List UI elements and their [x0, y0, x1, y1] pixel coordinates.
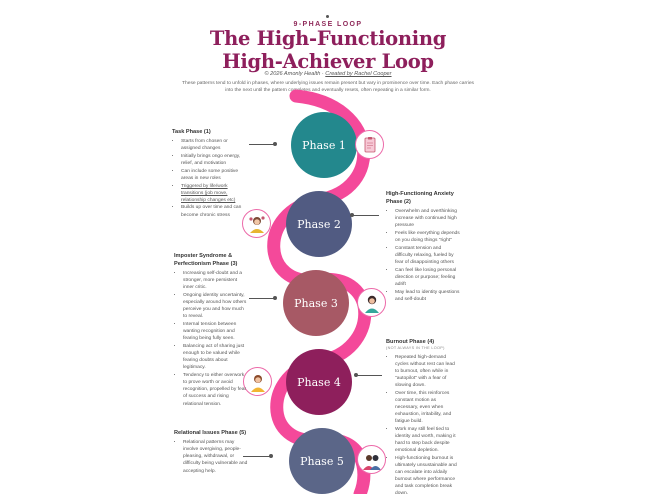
block-title: High-Functioning Anxiety Phase (2) — [386, 191, 454, 206]
list-item: Starts from chosen or assigned changes — [181, 138, 246, 152]
connector-phase-3 — [249, 296, 277, 300]
list-item: Constant tension and difficulty relaxing… — [395, 245, 460, 266]
list-item[interactable]: Triggered by life/work transitions (job … — [181, 183, 246, 204]
list-item: Relational patterns may involve overgivi… — [183, 439, 248, 475]
phase-1-circle: Phase 1 — [291, 112, 357, 178]
worried-person-icon — [242, 209, 271, 238]
thinking-person-icon — [357, 288, 386, 317]
phase-4-circle: Phase 4 — [286, 349, 352, 415]
block-title-text: Burnout Phase (4) — [386, 339, 435, 345]
list-item: Balancing act of sharing just enough to … — [183, 343, 248, 371]
list-item: Tendency to either overwork to prove wor… — [183, 372, 248, 408]
list-item: Ongoing identity uncertainty, especially… — [183, 292, 248, 320]
copyright-text: © 2026 Amonly Health · — [264, 71, 324, 77]
phase-2-circle: Phase 2 — [286, 191, 352, 257]
kicker: 9-PHASE LOOP — [293, 21, 363, 28]
list-item: Builds up over time and can become chron… — [181, 204, 246, 218]
title-line-2: High-Achiever Loop — [222, 50, 434, 73]
list-item: Over time, this reinforces constant moti… — [395, 390, 460, 426]
list-item: Feels like everything depends on you doi… — [395, 230, 460, 244]
block-list: Starts from chosen or assigned changes I… — [172, 138, 246, 219]
block-title: Relational Issues Phase (5) — [174, 430, 247, 436]
list-item: May lead to identity questions and self-… — [395, 289, 460, 303]
block-title: Burnout Phase (4) (NOT ALWAYS IN THE LOOP… — [386, 338, 460, 352]
list-item: Overwhelm and overthinking increase with… — [395, 208, 460, 229]
list-item: High-functioning burnout is ultimately u… — [395, 455, 460, 498]
author-link[interactable]: Created by Rachel Cooper — [325, 71, 392, 77]
block-list: Increasing self-doubt and a stronger, mo… — [174, 270, 248, 407]
list-item: Increasing self-doubt and a stronger, mo… — [183, 270, 248, 291]
phase-5-circle: Phase 5 — [289, 428, 355, 494]
list-item: Internal tension between wanting recogni… — [183, 321, 248, 342]
task-phase-block: Task Phase (1) Starts from chosen or ass… — [172, 128, 246, 219]
clipboard-icon — [355, 130, 384, 159]
people-relationship-icon — [357, 445, 386, 474]
credit-line: © 2026 Amonly Health · Created by Rachel… — [0, 71, 656, 77]
exhausted-person-icon — [243, 367, 272, 396]
connector-phase-4 — [354, 373, 382, 377]
relational-phase-block: Relational Issues Phase (5) Relational p… — [174, 429, 248, 475]
block-subtitle: (NOT ALWAYS IN THE LOOP) — [386, 346, 445, 351]
connector-phase-2 — [350, 213, 379, 217]
connector-phase-1 — [249, 142, 277, 146]
intro-text: These patterns tend to unfold in phases,… — [182, 81, 474, 94]
imposter-phase-block: Imposter Syndrome & Perfectionism Phase … — [174, 252, 248, 408]
list-item: Initially brings ongo energy, relief, an… — [181, 153, 246, 167]
block-list: Relational patterns may involve overgivi… — [174, 439, 248, 475]
list-item: Can feel like losing personal direction … — [395, 267, 460, 288]
block-list: Overwhelm and overthinking increase with… — [386, 208, 460, 303]
top-dot — [326, 15, 329, 18]
list-item: Can include some positive areas in new r… — [181, 168, 246, 182]
list-item: Repeated high-demand cycles without rest… — [395, 354, 460, 390]
list-item: Work may still feel tied to identity and… — [395, 426, 460, 454]
title-line-1: The High-Functioning — [209, 27, 447, 50]
connector-phase-5 — [243, 454, 273, 458]
block-list: Repeated high-demand cycles without rest… — [386, 354, 460, 498]
block-title: Imposter Syndrome & Perfectionism Phase … — [174, 253, 238, 268]
block-title: Task Phase (1) — [172, 129, 211, 135]
burnout-phase-block: Burnout Phase (4) (NOT ALWAYS IN THE LOOP… — [386, 338, 460, 498]
phase-3-circle: Phase 3 — [283, 270, 349, 336]
anxiety-phase-block: High-Functioning Anxiety Phase (2) Overw… — [386, 190, 460, 304]
